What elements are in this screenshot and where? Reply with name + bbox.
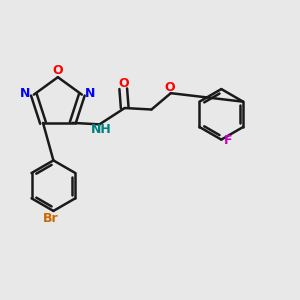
Text: N: N <box>20 87 31 100</box>
Text: NH: NH <box>91 123 111 136</box>
Text: F: F <box>224 134 232 147</box>
Text: O: O <box>164 81 175 94</box>
Text: N: N <box>85 87 95 100</box>
Text: Br: Br <box>43 212 58 225</box>
Text: O: O <box>118 77 129 90</box>
Text: O: O <box>52 64 63 77</box>
